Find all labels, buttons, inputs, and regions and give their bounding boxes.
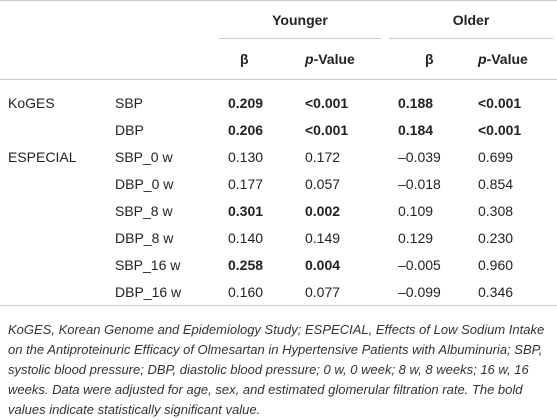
table-cell [0, 116, 107, 143]
table-body: KoGES SBP 0.209 <0.001 0.188 <0.001 DBP 0.206 <0… [0, 80, 557, 306]
group-header-row: Younger Older [0, 0, 557, 39]
table-cell: 0.301 [228, 202, 264, 219]
table-cell: DBP_0 w [115, 175, 174, 192]
table-row: SBP_8 w 0.301 0.002 0.109 0.308 [0, 197, 557, 224]
table-row: DBP_0 w 0.177 0.057 –0.018 0.854 [0, 170, 557, 197]
table-cell [0, 224, 107, 251]
column-header-row: β p-Value β p-Value [0, 39, 557, 80]
table-row: ESPECIAL SBP_0 w 0.130 0.172 –0.039 0.699 [0, 143, 557, 170]
group-header: Older [385, 0, 557, 39]
table-cell: 0.077 [305, 283, 341, 300]
table-cell: 0.960 [478, 256, 514, 273]
column-header: p-Value [300, 39, 385, 80]
table-cell: 0.160 [228, 283, 264, 300]
table-row: KoGES SBP 0.209 <0.001 0.188 <0.001 [0, 80, 557, 117]
table-cell: DBP_8 w [115, 229, 174, 246]
table-cell: –0.018 [398, 175, 441, 192]
table-cell: 0.188 [398, 94, 434, 111]
footnote: KoGES, Korean Genome and Epidemiology St… [8, 322, 545, 417]
column-header: β [215, 39, 300, 80]
table-cell: SBP [115, 94, 144, 111]
table-row: DBP 0.206 <0.001 0.184 <0.001 [0, 116, 557, 143]
column-header: β [385, 39, 470, 80]
results-table: Younger Older β p-Value β p-Value KoGES S… [0, 0, 557, 306]
table-cell: 0.140 [228, 229, 264, 246]
table-cell [0, 170, 107, 197]
table-cell: SBP_0 w [115, 148, 173, 165]
table-cell: <0.001 [478, 94, 522, 111]
table-cell: 0.130 [228, 148, 264, 165]
table-cell: 0.308 [478, 202, 514, 219]
table-cell [0, 278, 107, 306]
table-cell: 0.172 [305, 148, 341, 165]
table-cell: SBP_16 w [115, 256, 181, 273]
table-cell: SBP_8 w [115, 202, 173, 219]
table-cell: –0.039 [398, 148, 441, 165]
table-cell: 0.149 [305, 229, 341, 246]
table-cell: DBP [115, 121, 144, 138]
table-cell: 0.002 [305, 202, 341, 219]
table-cell [0, 251, 107, 278]
group-header: Younger [215, 0, 385, 39]
table-row: SBP_16 w 0.258 0.004 –0.005 0.960 [0, 251, 557, 278]
table-cell: 0.004 [305, 256, 341, 273]
table-cell: –0.005 [398, 256, 441, 273]
table-cell: <0.001 [305, 94, 349, 111]
table-cell: 0.854 [478, 175, 514, 192]
table-cell: ESPECIAL [8, 148, 77, 165]
table-cell: –0.099 [398, 283, 441, 300]
table-cell: 0.129 [398, 229, 434, 246]
table-cell: 0.184 [398, 121, 434, 138]
table-cell: 0.230 [478, 229, 514, 246]
table-cell: 0.346 [478, 283, 514, 300]
table-cell: <0.001 [305, 121, 349, 138]
table-cell: KoGES [8, 94, 55, 111]
table-row: DBP_16 w 0.160 0.077 –0.099 0.346 [0, 278, 557, 306]
column-header: p-Value [470, 39, 557, 80]
table-cell: 0.109 [398, 202, 434, 219]
table-cell: <0.001 [478, 121, 522, 138]
table-cell: 0.206 [228, 121, 264, 138]
table-cell: DBP_16 w [115, 283, 182, 300]
table-cell: 0.258 [228, 256, 264, 273]
table-row: DBP_8 w 0.140 0.149 0.129 0.230 [0, 224, 557, 251]
table-cell: 0.699 [478, 148, 514, 165]
table-cell: 0.209 [228, 94, 264, 111]
table-cell [0, 197, 107, 224]
table-cell: 0.177 [228, 175, 264, 192]
table-cell: 0.057 [305, 175, 341, 192]
